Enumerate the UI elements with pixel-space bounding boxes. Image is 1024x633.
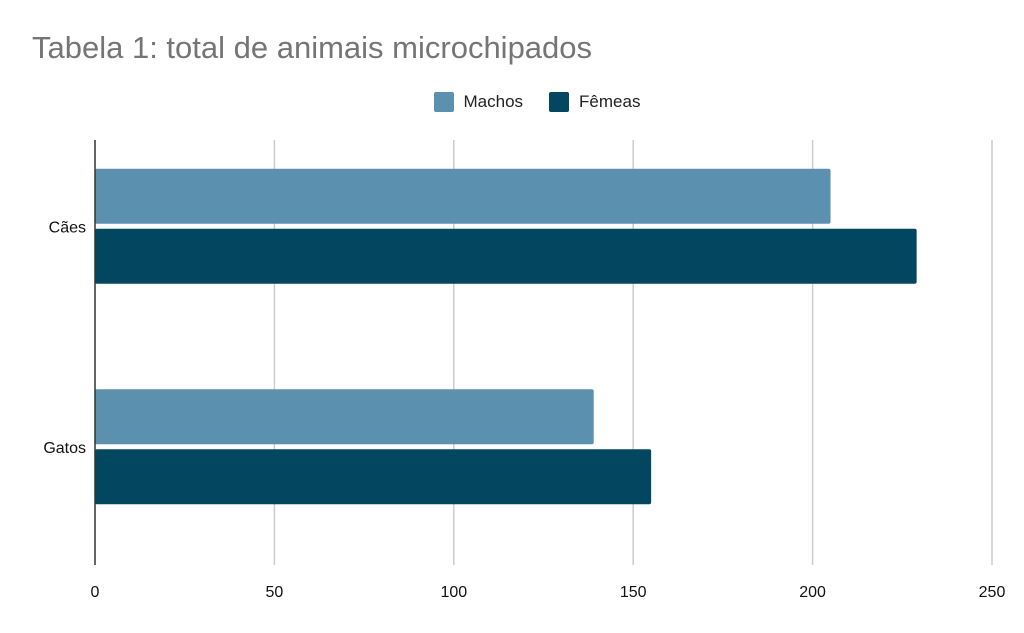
y-tick-label: Gatos bbox=[43, 440, 86, 457]
bar-1-1 bbox=[95, 449, 652, 505]
legend: Machos Fêmeas bbox=[0, 92, 1024, 112]
legend-item-femeas[interactable]: Fêmeas bbox=[549, 92, 640, 112]
x-tick-label: 0 bbox=[91, 584, 100, 601]
legend-item-machos[interactable]: Machos bbox=[433, 92, 524, 112]
legend-swatch-machos bbox=[433, 92, 454, 112]
legend-swatch-femeas bbox=[549, 92, 570, 112]
x-tick-label: 100 bbox=[440, 584, 467, 601]
bar-0-0 bbox=[95, 168, 831, 224]
chart-title: Tabela 1: total de animais microchipados bbox=[32, 30, 593, 65]
legend-label-femeas: Fêmeas bbox=[579, 92, 641, 111]
y-tick-label: Cães bbox=[49, 219, 86, 236]
x-tick-label: 200 bbox=[799, 584, 826, 601]
legend-label-machos: Machos bbox=[463, 92, 524, 111]
bar-1-0 bbox=[95, 228, 917, 284]
x-tick-label: 50 bbox=[266, 584, 284, 601]
x-tick-label: 150 bbox=[620, 584, 647, 601]
bar-0-1 bbox=[95, 389, 594, 445]
x-tick-label: 250 bbox=[979, 584, 1006, 601]
